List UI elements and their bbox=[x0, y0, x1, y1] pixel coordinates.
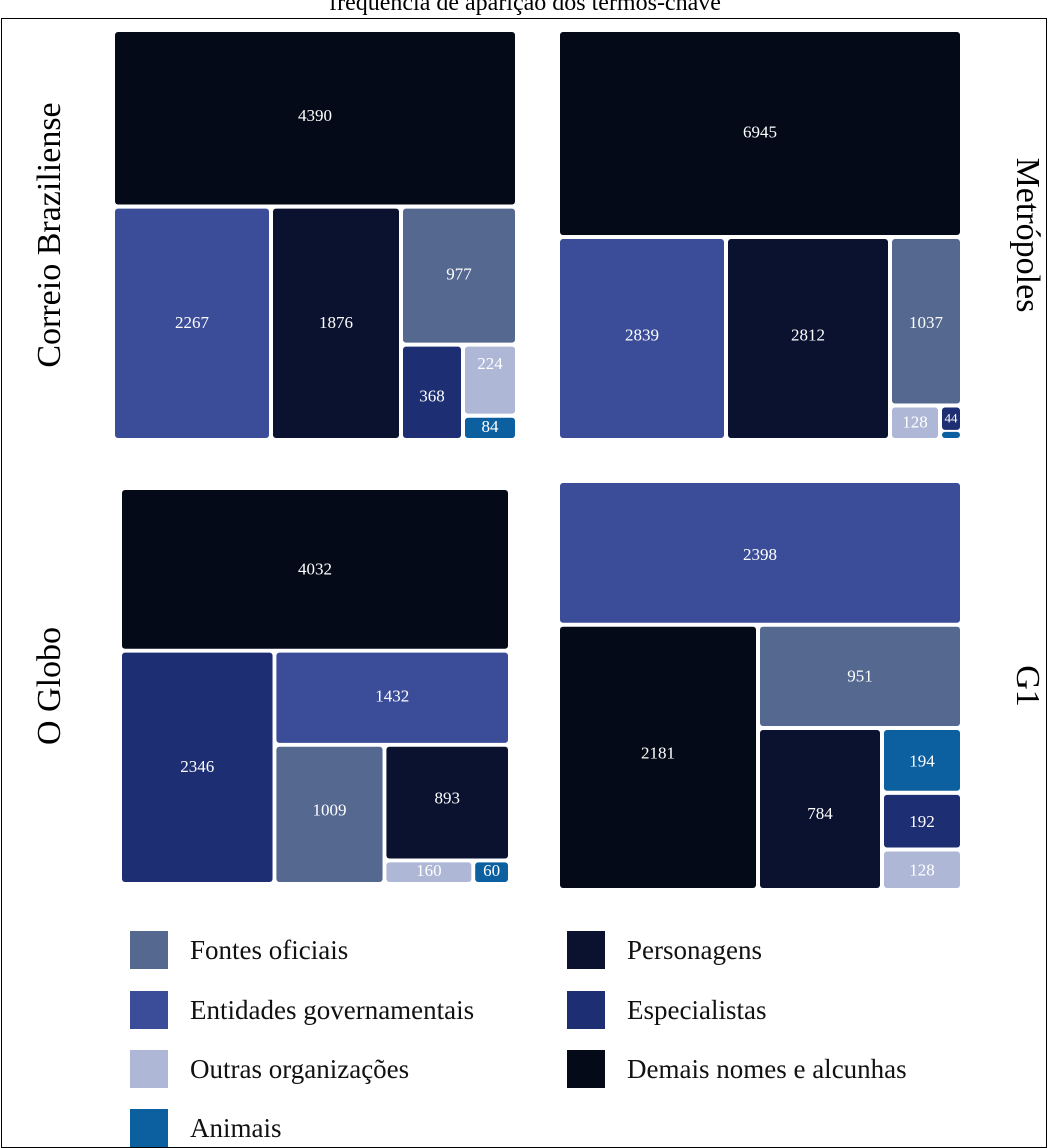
treemap-cell bbox=[403, 208, 515, 343]
treemap-panel: 2398 2181 951 784 194 192 128 bbox=[560, 483, 960, 888]
legend-label: Outras organizações bbox=[190, 1053, 410, 1084]
legend-swatch bbox=[130, 1050, 168, 1088]
treemap-cell bbox=[560, 483, 960, 623]
treemap-cell bbox=[884, 730, 960, 791]
value-label: 893 bbox=[434, 789, 460, 808]
value-label: 128 bbox=[902, 413, 928, 432]
treemap-cell bbox=[273, 208, 399, 438]
treemap-cell bbox=[892, 407, 938, 438]
legend-item: Animais bbox=[130, 1108, 282, 1148]
legend-item: Fontes oficiais bbox=[130, 930, 348, 970]
value-label: 1876 bbox=[319, 313, 353, 332]
legend-label: Animais bbox=[190, 1112, 282, 1143]
legend-swatch bbox=[130, 991, 168, 1029]
treemap-cell bbox=[884, 851, 960, 888]
value-label: 4390 bbox=[298, 106, 332, 125]
treemap-cell bbox=[760, 730, 880, 888]
value-label: 6945 bbox=[743, 122, 777, 141]
treemap-panel: 4390 2267 1876 977 368 224 84 bbox=[115, 32, 515, 438]
legend-swatch bbox=[130, 931, 168, 969]
treemap-panel: 4032 2346 1432 1009 893 160 60 bbox=[122, 490, 508, 882]
treemap-cell bbox=[403, 346, 461, 438]
value-label: 44 bbox=[945, 411, 959, 426]
value-label: 84 bbox=[482, 417, 500, 436]
legend-label: Especialistas bbox=[627, 994, 767, 1025]
value-label: 2398 bbox=[743, 545, 777, 564]
value-label: 784 bbox=[807, 804, 833, 823]
treemap-cell bbox=[560, 239, 724, 438]
treemap-cell bbox=[728, 239, 888, 438]
value-label: 1009 bbox=[312, 800, 346, 819]
value-label: 2839 bbox=[625, 325, 659, 344]
treemap-cell bbox=[122, 490, 508, 649]
treemap-cell bbox=[892, 239, 960, 404]
value-label: 368 bbox=[419, 386, 445, 405]
legend-swatch bbox=[567, 931, 605, 969]
treemap-cell bbox=[386, 862, 472, 882]
treemap-cell bbox=[560, 626, 756, 888]
value-label: 60 bbox=[483, 861, 500, 880]
legend-label: Entidades governamentais bbox=[190, 994, 475, 1025]
legend-item: Especialistas bbox=[567, 990, 766, 1030]
panel-label: O Globo bbox=[31, 627, 68, 745]
treemap-cell bbox=[122, 652, 273, 882]
value-label: 2267 bbox=[175, 313, 210, 332]
treemap-cell bbox=[760, 626, 960, 726]
treemap-cell bbox=[115, 208, 269, 438]
legend-label: Demais nomes e alcunhas bbox=[627, 1053, 907, 1084]
treemap-cell bbox=[560, 32, 960, 235]
treemap-panel: 6945 2839 2812 1037 128 44 bbox=[560, 32, 960, 438]
chart-title: frequência de aparição dos termos-chave bbox=[329, 0, 721, 16]
treemap-cell bbox=[942, 407, 960, 430]
legend-swatch bbox=[567, 991, 605, 1029]
treemap-cell bbox=[465, 346, 515, 414]
legend-item: Outras organizações bbox=[130, 1049, 409, 1089]
value-label: 128 bbox=[909, 861, 935, 880]
legend-item: Demais nomes e alcunhas bbox=[567, 1049, 907, 1089]
treemap-cell bbox=[115, 32, 515, 205]
value-label: 2812 bbox=[791, 325, 825, 344]
legend-label: Fontes oficiais bbox=[190, 934, 349, 965]
value-label: 2346 bbox=[180, 757, 214, 776]
panel-label: Correio Braziliense bbox=[31, 102, 68, 367]
legend-swatch bbox=[567, 1050, 605, 1088]
treemap-cell bbox=[276, 652, 508, 743]
treemap-cell bbox=[465, 417, 515, 438]
treemap-cell bbox=[884, 794, 960, 848]
legend-label: Personagens bbox=[627, 934, 762, 965]
value-label: 1432 bbox=[375, 687, 409, 706]
value-label: 2181 bbox=[641, 743, 675, 762]
legend-item: Entidades governamentais bbox=[130, 990, 474, 1030]
value-label: 224 bbox=[477, 354, 503, 373]
treemap-cell bbox=[276, 746, 383, 882]
legend-item: Personagens bbox=[567, 930, 762, 970]
value-label: 194 bbox=[909, 751, 935, 770]
value-label: 1037 bbox=[909, 313, 944, 332]
value-label: 4032 bbox=[298, 559, 332, 578]
panel-label: Metrópoles bbox=[1009, 158, 1046, 313]
value-label: 160 bbox=[416, 861, 442, 880]
value-label: 192 bbox=[909, 812, 935, 831]
treemap-cell bbox=[475, 862, 508, 882]
treemap-cell bbox=[386, 746, 508, 859]
treemap-cell bbox=[942, 431, 960, 438]
legend-swatch bbox=[130, 1109, 168, 1147]
value-label: 977 bbox=[446, 265, 472, 284]
panel-label: G1 bbox=[1009, 665, 1046, 707]
value-label: 951 bbox=[847, 666, 873, 685]
